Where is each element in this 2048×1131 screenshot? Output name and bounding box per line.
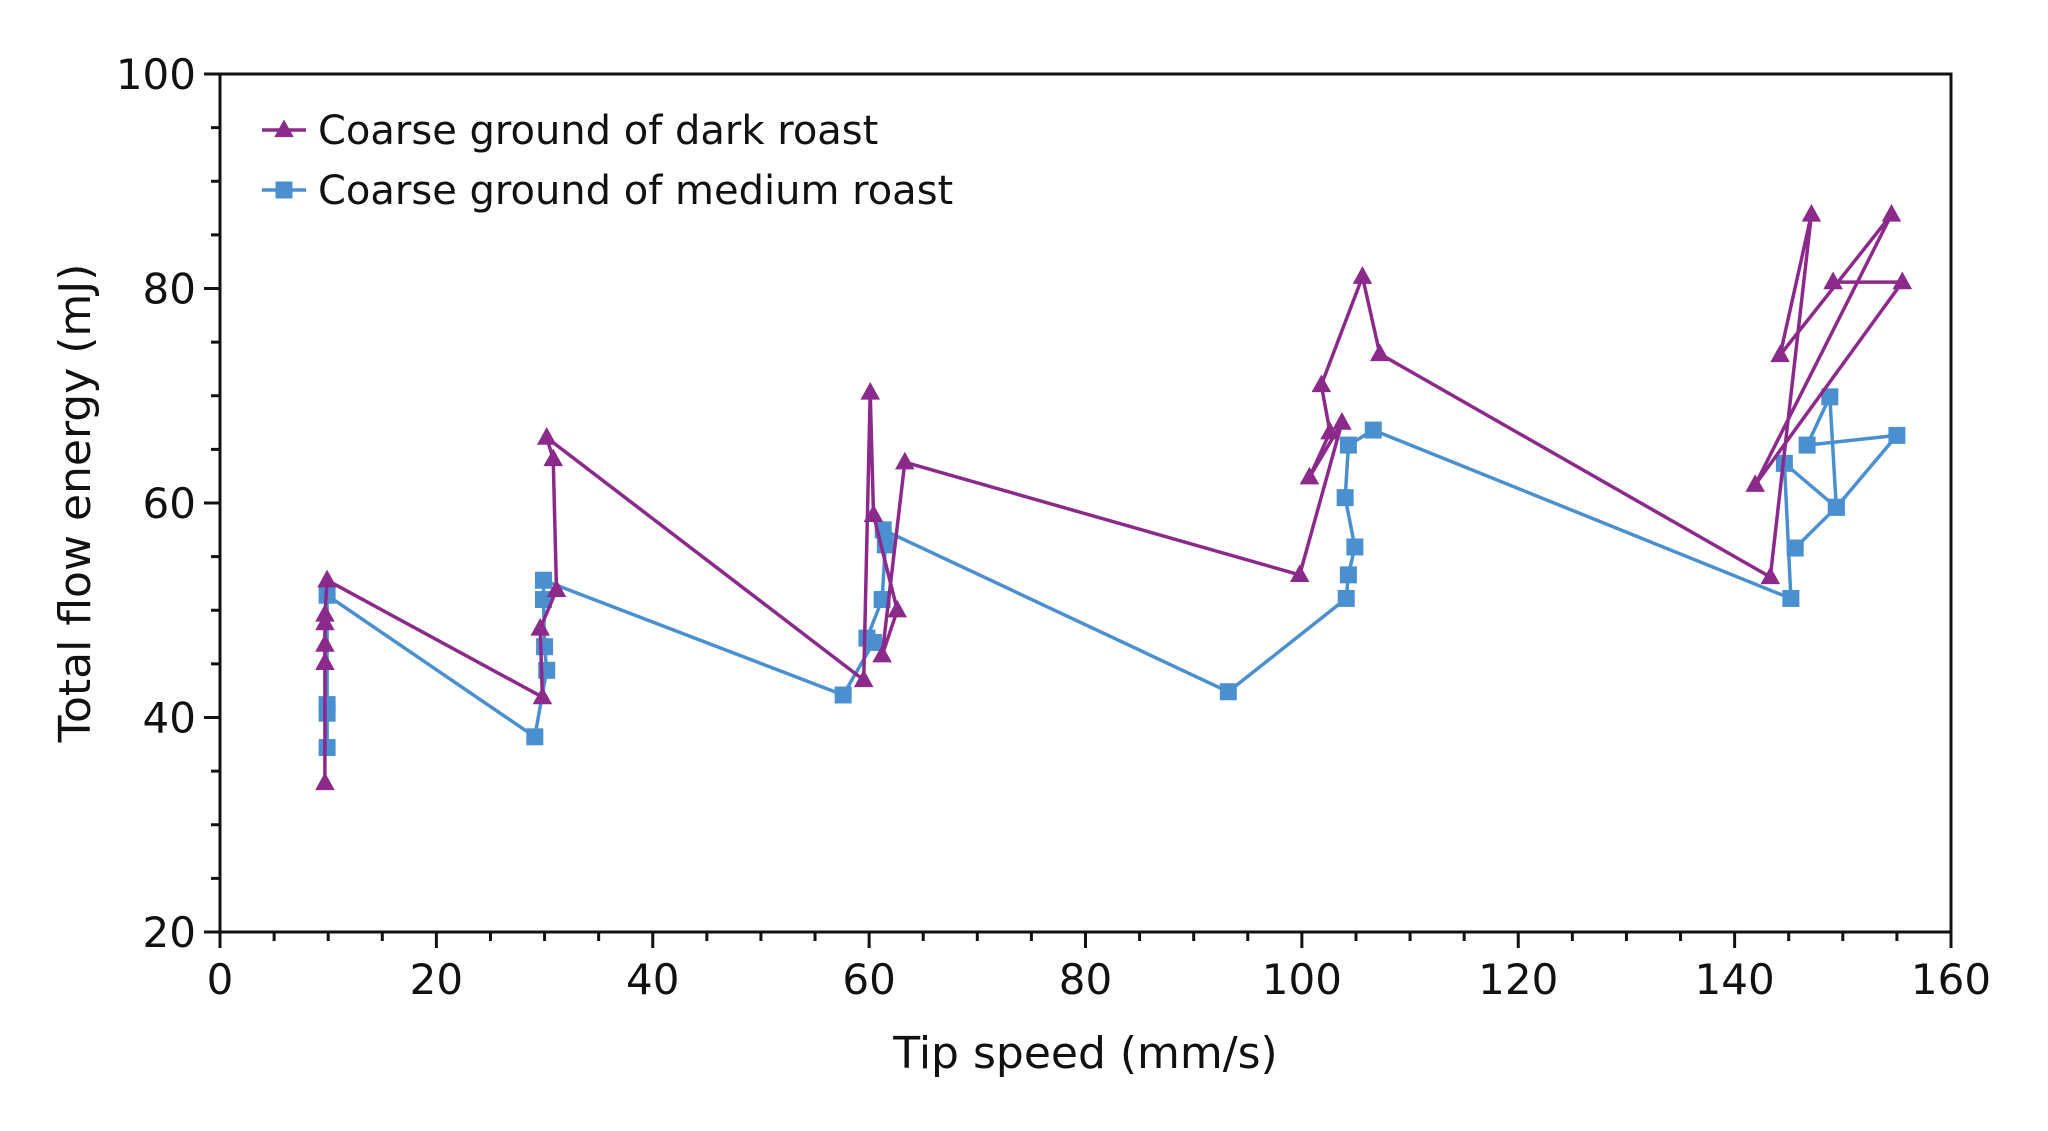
data-point <box>1346 538 1364 556</box>
data-point <box>1352 266 1373 284</box>
x-tick-label: 80 <box>1059 955 1112 1004</box>
y-tick-label: 100 <box>116 50 196 99</box>
data-point <box>536 638 554 656</box>
x-tick-label: 40 <box>626 955 679 1004</box>
legend-item: Coarse ground of medium roast <box>262 168 953 214</box>
x-tick-label: 60 <box>842 955 895 1004</box>
data-point <box>1745 474 1765 492</box>
y-tick-label: 80 <box>143 265 196 314</box>
data-point <box>534 571 552 589</box>
y-tick-label: 20 <box>143 908 196 957</box>
data-point <box>1299 466 1320 485</box>
data-point <box>1369 343 1390 362</box>
data-point <box>1332 412 1352 430</box>
legend-item: Coarse ground of dark roast <box>262 108 878 154</box>
data-point <box>1892 271 1913 290</box>
y-axis-title: Total flow energy (mJ) <box>50 264 101 744</box>
data-point <box>1821 388 1839 406</box>
series-dark-roast <box>315 203 1913 791</box>
data-point <box>536 427 557 445</box>
data-point <box>1289 564 1310 582</box>
x-tick-label: 0 <box>207 955 234 1004</box>
legend-label: Coarse ground of dark roast <box>318 108 878 154</box>
data-point <box>1760 566 1781 585</box>
data-point <box>872 644 892 663</box>
data-point <box>317 569 337 588</box>
data-point <box>1888 426 1906 444</box>
x-tick-label: 160 <box>1911 955 1991 1004</box>
y-tick-label: 40 <box>143 694 196 743</box>
series-line <box>325 395 1899 748</box>
x-tick-label: 100 <box>1262 955 1342 1004</box>
data-point <box>887 599 908 618</box>
x-axis-title: Tip speed (mm/s) <box>892 1028 1277 1079</box>
data-point <box>1364 421 1382 439</box>
y-tick-label: 60 <box>143 479 196 528</box>
legend: Coarse ground of dark roast Coarse ground… <box>262 108 953 214</box>
data-point <box>858 629 876 647</box>
data-point <box>1770 344 1790 363</box>
data-point <box>1798 436 1816 454</box>
data-point <box>863 504 884 522</box>
data-point <box>860 381 880 400</box>
data-point <box>873 591 891 609</box>
data-point <box>1320 421 1340 440</box>
data-point <box>315 772 335 791</box>
data-point <box>1823 271 1843 290</box>
data-point <box>1801 203 1822 222</box>
legend-label: Coarse ground of medium roast <box>318 168 953 214</box>
data-point <box>1337 589 1355 607</box>
series-layer <box>315 203 1913 791</box>
data-point <box>1311 374 1332 393</box>
data-point <box>1782 589 1800 607</box>
x-tick-label: 120 <box>1478 955 1558 1004</box>
data-point <box>318 739 336 757</box>
data-point <box>526 728 544 746</box>
data-point <box>318 696 336 714</box>
data-point <box>546 579 567 598</box>
data-point <box>1219 683 1237 701</box>
data-point <box>1881 203 1902 222</box>
data-point <box>1786 539 1804 557</box>
series-line <box>323 212 1905 783</box>
x-tick-label: 20 <box>410 955 463 1004</box>
triangle-marker-icon <box>274 119 294 138</box>
data-point <box>315 652 335 670</box>
data-point <box>1827 498 1845 516</box>
data-point <box>530 617 551 636</box>
data-point <box>532 686 553 705</box>
data-point <box>853 669 874 688</box>
data-point <box>1339 566 1357 584</box>
data-point <box>834 686 852 704</box>
square-marker-icon <box>275 181 293 199</box>
x-tick-label: 140 <box>1695 955 1775 1004</box>
data-point <box>315 634 335 652</box>
data-point <box>315 604 335 622</box>
data-point <box>1336 489 1354 507</box>
data-point <box>543 448 563 467</box>
data-point <box>895 451 915 470</box>
data-point <box>1339 436 1357 454</box>
